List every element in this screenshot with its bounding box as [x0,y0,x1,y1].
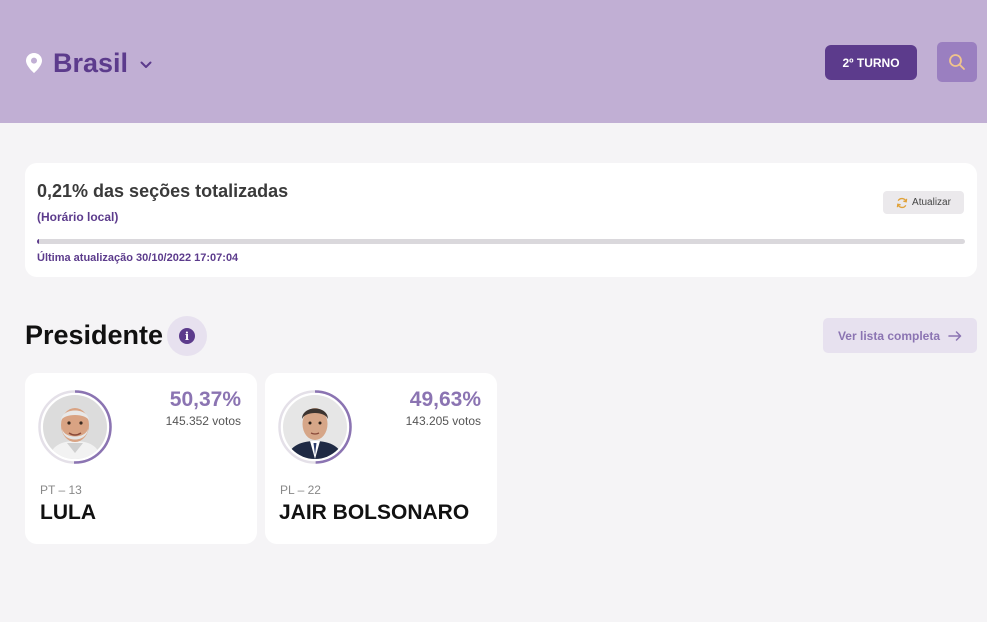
local-time-label: (Horário local) [37,210,119,224]
vote-share-ring [278,390,352,464]
candidate-party: PL – 22 [280,483,321,497]
map-pin-icon [26,53,42,73]
candidate-percent: 49,63% [409,388,481,411]
candidate-avatar [277,389,353,465]
candidate-photo [283,395,347,459]
refresh-button[interactable]: Atualizar [883,191,964,214]
refresh-icon [896,197,908,208]
sections-totalized: 0,21% das seções totalizadas [37,181,289,201]
candidate-card-lula[interactable]: 50,37% 145.352 votos PT – 13 LULA [25,373,257,544]
candidate-name: JAIR BOLSONARO [279,501,470,524]
vote-share-ring [38,390,112,464]
header: Brasil 2º TURNO [0,0,987,123]
candidate-votes: 143.205 votos [405,414,481,428]
candidate-party: PT – 13 [40,483,82,497]
progress-fill [37,239,39,244]
candidate-votes: 145.352 votos [165,414,241,428]
location-selector[interactable]: Brasil [26,46,152,80]
info-icon: i [179,328,195,344]
candidate-avatar [37,389,113,465]
info-button[interactable]: i [167,316,207,356]
refresh-label: Atualizar [912,197,951,208]
section-title: Presidente [25,320,164,350]
candidate-percent: 50,37% [169,388,241,411]
candidate-photo [43,395,107,459]
turno-button[interactable]: 2º TURNO [825,45,917,80]
view-full-list-button[interactable]: Ver lista completa [823,318,977,353]
search-button[interactable] [937,42,977,82]
search-icon [949,54,965,70]
arrow-right-icon [948,330,962,341]
candidate-card-bolsonaro[interactable]: 49,63% 143.205 votos PL – 22 JAIR BOLSON… [265,373,497,544]
view-full-list-label: Ver lista completa [837,328,941,343]
sections-progress-bar [37,239,965,244]
chevron-down-icon [140,61,152,68]
status-card: 0,21% das seções totalizadas (Horário lo… [25,163,977,277]
candidate-name: LULA [40,501,96,524]
location-name: Brasil [53,48,129,78]
last-update: Última atualização 30/10/2022 17:07:04 [37,252,239,264]
